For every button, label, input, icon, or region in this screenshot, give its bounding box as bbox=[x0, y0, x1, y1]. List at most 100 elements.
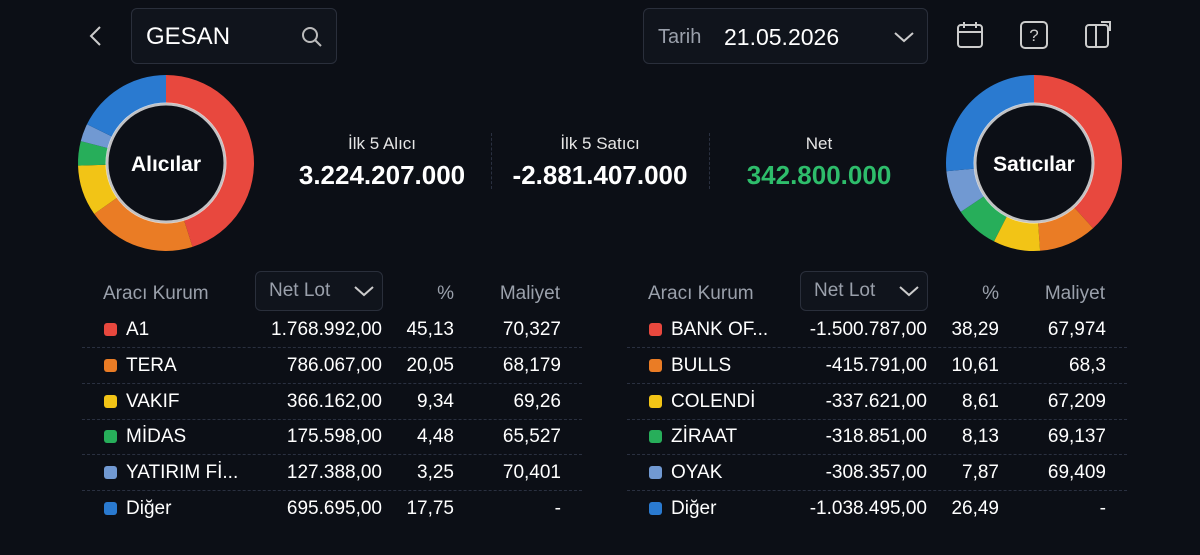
donut-segment bbox=[94, 197, 193, 251]
chevron bbox=[899, 286, 919, 297]
broker-name: Diğer bbox=[671, 498, 717, 519]
date-value: 21.05.2026 bbox=[724, 24, 840, 50]
summary-label: İlk 5 Satıcı bbox=[560, 134, 640, 153]
column-header: Maliyet bbox=[1044, 283, 1105, 304]
broker-name: MİDAS bbox=[126, 426, 187, 448]
column-header: % bbox=[982, 283, 999, 304]
net-lot: 127.388,00 bbox=[286, 462, 382, 484]
donut-segment bbox=[86, 75, 166, 137]
layout-icon[interactable] bbox=[1083, 20, 1113, 50]
cost: - bbox=[1099, 498, 1106, 519]
column-header: Aracı Kurum bbox=[103, 283, 209, 304]
donut-segment bbox=[77, 141, 108, 166]
date-label: Tarih bbox=[658, 26, 702, 48]
net-lot: -318.851,00 bbox=[825, 426, 927, 448]
row-separator bbox=[82, 490, 582, 492]
net-lot: -1.038.495,00 bbox=[809, 498, 927, 519]
percent: 26,49 bbox=[951, 498, 999, 519]
row-separator bbox=[82, 382, 582, 384]
cost: 65,527 bbox=[502, 426, 561, 448]
net-lot: -308.357,00 bbox=[825, 462, 927, 484]
row-separator bbox=[82, 418, 582, 420]
column-header: Maliyet bbox=[499, 283, 560, 304]
percent: 9,34 bbox=[417, 390, 454, 412]
column-header: % bbox=[437, 283, 454, 304]
donut-segment bbox=[946, 75, 1034, 172]
percent: 8,61 bbox=[962, 390, 999, 412]
cost: 68,3 bbox=[1069, 354, 1106, 376]
date-picker[interactable]: Tarih 21.05.2026 bbox=[643, 8, 928, 64]
back-button[interactable] bbox=[85, 24, 105, 48]
donut-segment bbox=[80, 124, 113, 149]
broker-name: ZİRAAT bbox=[671, 426, 738, 448]
broker-name: BANK OF... bbox=[671, 319, 769, 340]
percent: 3,25 bbox=[417, 462, 454, 484]
broker-name: TERA bbox=[126, 354, 177, 376]
net-lot-dropdown[interactable]: Net Lot bbox=[255, 271, 383, 311]
color-dot bbox=[649, 430, 662, 444]
calendar-icon[interactable] bbox=[955, 20, 985, 50]
help-icon[interactable]: ? bbox=[1019, 20, 1049, 50]
color-dot bbox=[104, 502, 117, 515]
broker-name: COLENDİ bbox=[671, 390, 756, 412]
row-separator bbox=[627, 347, 1127, 348]
cost: 67,974 bbox=[1047, 319, 1106, 340]
search-box[interactable]: GESAN bbox=[131, 8, 337, 64]
net-lot: -337.621,00 bbox=[825, 390, 927, 412]
color-dot bbox=[104, 430, 117, 444]
donut-inner-ring bbox=[973, 102, 1095, 224]
net-lot: -415.791,00 bbox=[825, 354, 927, 376]
donut-label: Satıcılar bbox=[993, 153, 1075, 176]
search-icon bbox=[302, 27, 322, 47]
donut-label: Alıcılar bbox=[131, 153, 201, 176]
row-separator bbox=[82, 454, 582, 456]
broker-name: VAKIF bbox=[126, 390, 180, 412]
net-lot: 366.162,00 bbox=[286, 390, 382, 412]
net-lot-dropdown[interactable]: Net Lot bbox=[800, 271, 928, 311]
row-separator bbox=[82, 347, 582, 348]
net-lot: 1.768.992,00 bbox=[271, 319, 382, 340]
net-lot: 786.067,00 bbox=[286, 354, 382, 376]
color-dot bbox=[649, 394, 662, 408]
summary-value: 342.800.000 bbox=[746, 160, 892, 190]
summary-label: İlk 5 Alıcı bbox=[347, 134, 417, 153]
percent: 45,13 bbox=[406, 319, 454, 340]
search-text: GESAN bbox=[146, 23, 231, 50]
divider bbox=[491, 133, 492, 189]
summary-value: -2.881.407.000 bbox=[512, 160, 688, 190]
donut-segment bbox=[993, 216, 1041, 251]
broker-name: Diğer bbox=[126, 498, 172, 519]
svg-text:?: ? bbox=[1029, 26, 1038, 45]
column-header: Net Lot bbox=[269, 280, 331, 301]
divider bbox=[709, 133, 710, 189]
donut-segment bbox=[1034, 75, 1122, 229]
net-lot: 695.695,00 bbox=[286, 498, 382, 519]
row-separator bbox=[627, 490, 1127, 492]
broker-name: BULLS bbox=[671, 354, 732, 376]
color-dot bbox=[649, 466, 662, 480]
net-lot: -1.500.787,00 bbox=[809, 319, 927, 340]
percent: 17,75 bbox=[406, 498, 454, 519]
summary-label: Net bbox=[805, 134, 833, 153]
row-separator bbox=[627, 382, 1127, 384]
chevron bbox=[354, 286, 374, 297]
cost: 69,137 bbox=[1047, 426, 1106, 448]
chevron bbox=[894, 32, 914, 43]
cost: 67,209 bbox=[1047, 390, 1106, 412]
column-header: Net Lot bbox=[814, 280, 876, 301]
cost: - bbox=[554, 498, 561, 519]
row-separator bbox=[627, 418, 1127, 420]
donut-segment bbox=[946, 168, 985, 212]
donut-segment bbox=[960, 196, 1007, 242]
color-dot bbox=[104, 358, 117, 372]
broker-name: YATIRIM Fİ... bbox=[126, 462, 239, 484]
row-separator bbox=[627, 454, 1127, 456]
color-dot bbox=[104, 323, 117, 336]
percent: 8,13 bbox=[962, 426, 999, 448]
percent: 20,05 bbox=[406, 354, 454, 376]
cost: 68,179 bbox=[502, 354, 561, 376]
cost: 70,327 bbox=[502, 319, 561, 340]
summary-value: 3.224.207.000 bbox=[298, 160, 466, 190]
